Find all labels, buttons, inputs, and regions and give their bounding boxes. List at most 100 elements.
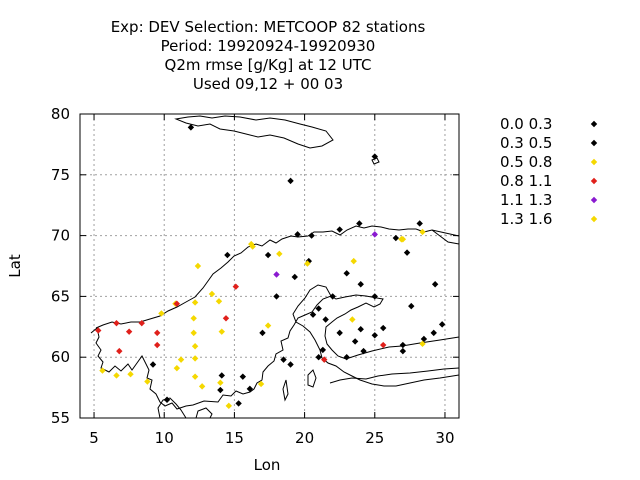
- y-tick-label: 70: [51, 227, 70, 245]
- y-tick-label: 80: [51, 105, 70, 123]
- legend-marker: [590, 215, 598, 223]
- x-tick-label: 25: [365, 429, 384, 447]
- station-marker: [309, 311, 317, 318]
- station-marker: [264, 322, 272, 329]
- coastline-map: [90, 115, 460, 419]
- station-marker: [177, 356, 185, 363]
- legend-label: 0.5 0.8: [500, 153, 552, 171]
- station-marker: [187, 124, 195, 131]
- legend-marker: [590, 177, 598, 185]
- station-marker: [217, 379, 224, 386]
- station-marker: [173, 300, 181, 307]
- x-axis-label: Lon: [254, 456, 281, 474]
- station-marker: [336, 226, 343, 233]
- station-marker: [249, 243, 256, 250]
- station-marker: [419, 340, 426, 348]
- station-marker: [154, 341, 161, 349]
- legend-label: 0.0 0.3: [500, 115, 552, 133]
- station-marker: [399, 341, 407, 349]
- station-marker: [273, 271, 280, 278]
- station-marker: [149, 361, 157, 368]
- legend: 0.0 0.30.3 0.50.5 0.80.8 1.11.1 1.31.3 1…: [500, 115, 598, 228]
- station-marker: [208, 290, 216, 298]
- station-marker: [431, 281, 439, 288]
- legend-marker: [590, 120, 598, 128]
- legend-label: 1.3 1.6: [500, 210, 552, 228]
- station-marker: [291, 273, 298, 281]
- station-marker: [116, 347, 123, 355]
- station-marker: [315, 354, 322, 361]
- island-gotland: [307, 369, 317, 388]
- station-marker: [321, 356, 328, 363]
- title-line-4: Used 09,12 + 00 03: [193, 75, 343, 93]
- title-line-3: Q2m rmse [g/Kg] at 12 UTC: [165, 56, 372, 74]
- station-marker: [232, 283, 240, 290]
- x-tick-label: 30: [435, 429, 454, 447]
- station-marker: [329, 293, 336, 300]
- station-marker: [280, 356, 287, 363]
- legend-marker: [590, 158, 598, 166]
- station-marker: [351, 338, 359, 345]
- station-marker: [380, 324, 387, 332]
- station-marker: [194, 262, 202, 270]
- station-marker: [357, 326, 364, 333]
- station-marker: [144, 378, 151, 385]
- station-marker: [235, 400, 242, 407]
- station-marker: [217, 386, 224, 394]
- x-tick-label: 20: [295, 429, 314, 447]
- station-marker: [264, 251, 272, 259]
- y-axis-label: Lat: [6, 254, 24, 278]
- station-marker: [113, 319, 120, 327]
- coastline-estonia: [329, 367, 460, 384]
- station-marker: [273, 293, 280, 300]
- x-tick-label: 10: [155, 429, 174, 447]
- station-points: [95, 124, 446, 410]
- station-marker: [343, 354, 350, 361]
- station-marker: [371, 231, 378, 238]
- station-marker: [419, 228, 426, 236]
- station-marker: [248, 240, 255, 248]
- station-marker: [190, 315, 197, 322]
- station-marker: [304, 260, 311, 267]
- station-marker: [357, 281, 364, 288]
- station-marker: [99, 367, 106, 374]
- legend-label: 0.8 1.1: [500, 172, 552, 190]
- station-marker: [322, 316, 329, 323]
- station-marker: [371, 293, 378, 300]
- station-marker: [276, 250, 283, 258]
- y-tick-label: 65: [51, 287, 70, 305]
- station-marker: [257, 380, 265, 388]
- x-tick-label: 15: [225, 429, 244, 447]
- station-marker: [191, 343, 199, 350]
- station-marker: [259, 329, 266, 337]
- station-marker: [191, 299, 199, 306]
- station-marker: [163, 396, 171, 403]
- station-marker: [224, 251, 231, 259]
- station-marker: [113, 372, 120, 379]
- island-oland: [282, 379, 289, 402]
- station-marker: [190, 329, 197, 337]
- station-marker: [360, 347, 367, 355]
- station-marker: [408, 302, 415, 310]
- station-marker: [315, 305, 322, 312]
- station-marker: [356, 220, 363, 227]
- station-marker: [225, 402, 232, 410]
- station-marker: [349, 316, 356, 323]
- station-marker: [438, 321, 446, 328]
- station-marker: [215, 298, 223, 305]
- station-marker: [125, 328, 133, 335]
- station-marker: [430, 329, 437, 337]
- station-marker: [319, 346, 327, 354]
- station-marker: [371, 153, 378, 160]
- station-marker: [380, 341, 387, 349]
- y-tick-label: 75: [51, 166, 70, 184]
- station-marker: [246, 385, 254, 393]
- station-marker: [416, 220, 423, 227]
- y-tick-label: 55: [51, 409, 70, 427]
- station-marker: [287, 361, 294, 368]
- legend-marker: [590, 139, 598, 147]
- station-marker: [95, 327, 102, 334]
- coastline-kola: [431, 229, 460, 245]
- station-marker: [371, 332, 378, 339]
